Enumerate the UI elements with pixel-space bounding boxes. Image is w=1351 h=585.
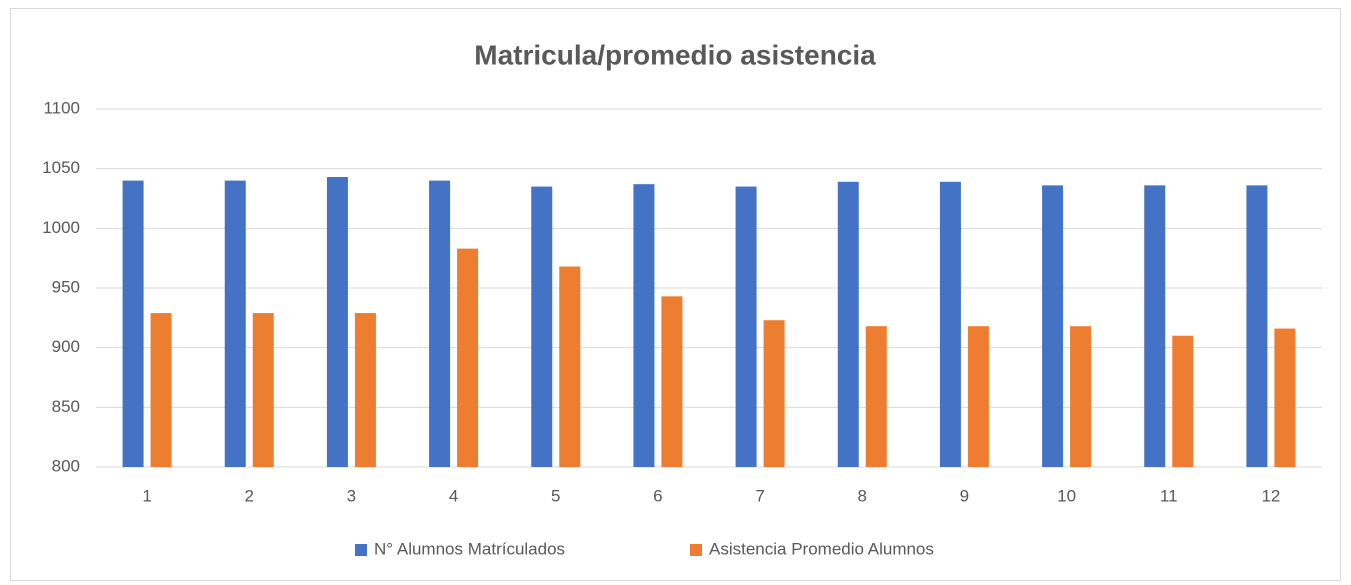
bar — [939, 181, 961, 467]
x-tick-label: 6 — [653, 486, 662, 505]
chart-frame — [10, 8, 1341, 581]
y-tick-label: 900 — [52, 337, 80, 356]
bar — [1070, 326, 1092, 467]
bar — [354, 313, 376, 467]
bar — [429, 180, 451, 467]
x-tick-label: 10 — [1057, 486, 1076, 505]
bar — [735, 186, 757, 468]
bar — [1274, 328, 1296, 467]
y-tick-label: 800 — [52, 456, 80, 475]
y-tick-label: 1050 — [42, 158, 80, 177]
y-tick-label: 1100 — [43, 98, 80, 117]
x-tick-label: 12 — [1261, 486, 1280, 505]
x-tick-label: 2 — [245, 486, 254, 505]
bar — [763, 320, 785, 467]
bar — [559, 266, 581, 467]
bar — [661, 296, 683, 467]
legend-swatch — [355, 544, 367, 556]
x-tick-label: 4 — [449, 486, 458, 505]
bar — [1144, 185, 1166, 467]
y-tick-label: 1000 — [42, 218, 80, 237]
bar — [122, 180, 144, 467]
bar — [326, 177, 348, 467]
bar — [150, 313, 172, 467]
bar — [837, 181, 859, 467]
bar — [633, 184, 655, 467]
legend-label: N° Alumnos Matrículados — [374, 539, 565, 558]
x-tick-label: 7 — [755, 486, 764, 505]
x-tick-label: 3 — [347, 486, 356, 505]
legend-label: Asistencia Promedio Alumnos — [709, 539, 934, 558]
x-tick-label: 8 — [858, 486, 867, 505]
x-tick-label: 1 — [142, 486, 151, 505]
chart-title: Matricula/promedio asistencia — [474, 39, 876, 70]
bar — [252, 313, 274, 467]
bar — [967, 326, 989, 467]
x-tick-label: 11 — [1160, 486, 1178, 505]
bar — [865, 326, 887, 467]
x-tick-label: 5 — [551, 486, 560, 505]
bar — [1172, 335, 1194, 467]
y-tick-label: 850 — [52, 397, 80, 416]
bar — [531, 186, 553, 468]
bar — [1246, 185, 1268, 467]
bar — [457, 248, 479, 467]
y-tick-label: 950 — [52, 277, 80, 296]
bar — [224, 180, 246, 467]
legend-swatch — [690, 544, 702, 556]
x-tick-label: 9 — [960, 486, 969, 505]
bar — [1042, 185, 1064, 467]
